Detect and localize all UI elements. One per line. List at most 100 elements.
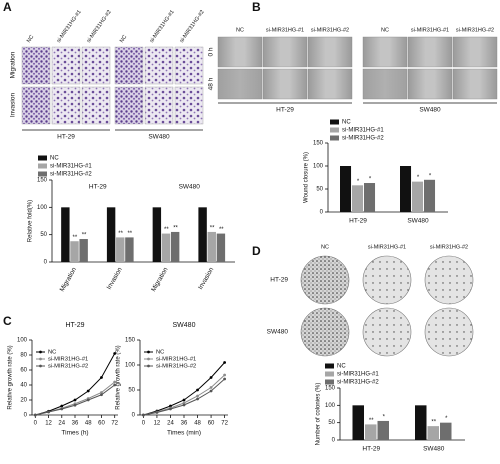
point bbox=[100, 376, 103, 379]
y-tick-label: 0 bbox=[44, 260, 48, 266]
chart-title: HT-29 bbox=[65, 322, 84, 329]
significance-label: * bbox=[445, 416, 448, 422]
y-tick-label: 150 bbox=[37, 178, 48, 184]
x-tick-label: 48 bbox=[85, 421, 92, 427]
y-tick-label: 50 bbox=[316, 187, 323, 193]
micrograph bbox=[362, 68, 408, 100]
panel-letter: D bbox=[252, 244, 261, 258]
point bbox=[196, 397, 199, 401]
legend-swatch bbox=[325, 379, 334, 385]
column-label: NC bbox=[26, 34, 35, 44]
bar bbox=[170, 231, 180, 262]
legend-swatch bbox=[325, 371, 334, 377]
panel-letter: A bbox=[3, 0, 12, 14]
x-tick-label: 60 bbox=[208, 421, 215, 427]
y-tick-label: 60 bbox=[20, 368, 27, 374]
micrograph bbox=[81, 46, 111, 85]
point bbox=[100, 391, 103, 394]
y-tick-label: 80 bbox=[20, 353, 27, 359]
legend-label: si-MIR31HG-#2 bbox=[48, 364, 88, 370]
legend-label: NC bbox=[48, 350, 56, 356]
column-label: NC bbox=[119, 34, 128, 44]
x-tick-label: 0 bbox=[142, 421, 146, 427]
series-line bbox=[35, 381, 116, 416]
group-label: HT-29 bbox=[89, 184, 107, 191]
series-line bbox=[143, 374, 225, 416]
bar bbox=[216, 233, 226, 262]
x-tick-label: 36 bbox=[181, 421, 188, 427]
bar bbox=[352, 185, 364, 212]
legend-label: si-MIR31HG-#1 bbox=[342, 128, 384, 134]
point bbox=[182, 398, 186, 402]
colony-plate bbox=[300, 255, 350, 305]
legend-swatch bbox=[38, 155, 47, 161]
row-label: SW480 bbox=[267, 329, 289, 336]
x-tick-label: 24 bbox=[58, 421, 65, 427]
micrograph bbox=[144, 46, 174, 85]
legend-label: NC bbox=[342, 120, 351, 126]
panel-letter: B bbox=[252, 0, 261, 14]
x-tick-label: 0 bbox=[34, 421, 38, 427]
legend-label: si-MIR31HG-#2 bbox=[156, 364, 196, 370]
y-tick-label: 100 bbox=[325, 403, 336, 409]
bar bbox=[70, 241, 79, 262]
legend-marker bbox=[147, 357, 150, 361]
legend-label: si-MIR31HG-#2 bbox=[337, 380, 379, 386]
point bbox=[209, 376, 213, 379]
row-label: Invasion bbox=[10, 93, 17, 118]
bar bbox=[352, 405, 364, 440]
legend-swatch bbox=[330, 119, 339, 125]
row-label: 48 h bbox=[208, 77, 215, 90]
legend-label: NC bbox=[156, 350, 164, 356]
group-label: SW480 bbox=[148, 134, 170, 141]
legend-label: si-MIR31HG-#1 bbox=[48, 357, 88, 363]
bar bbox=[364, 183, 376, 212]
column-label: NC bbox=[381, 27, 389, 33]
point bbox=[113, 352, 117, 355]
point bbox=[113, 383, 117, 387]
point bbox=[100, 393, 103, 397]
significance-label: * bbox=[383, 415, 386, 421]
micrograph bbox=[51, 46, 81, 85]
significance-label: ** bbox=[73, 235, 78, 241]
micrograph bbox=[21, 46, 51, 85]
micrograph bbox=[217, 68, 263, 100]
column-label: NC bbox=[236, 27, 244, 33]
micrograph bbox=[144, 86, 174, 125]
micrograph bbox=[174, 46, 204, 85]
bar bbox=[377, 420, 389, 440]
point bbox=[182, 401, 186, 405]
significance-label: ** bbox=[173, 226, 178, 232]
bar bbox=[424, 179, 436, 212]
micrograph bbox=[307, 68, 353, 100]
x-tick-label: Migration bbox=[59, 266, 79, 293]
micrograph bbox=[452, 36, 498, 68]
significance-label: ** bbox=[431, 420, 436, 426]
point bbox=[47, 410, 50, 414]
point bbox=[223, 361, 227, 364]
column-label: si-MIR31HG-#1 bbox=[149, 9, 176, 44]
micrograph bbox=[407, 36, 453, 68]
point bbox=[60, 404, 64, 408]
row-label: 0 h bbox=[208, 47, 215, 56]
significance-label: ** bbox=[369, 418, 374, 424]
y-tick-label: 50 bbox=[328, 420, 335, 426]
colony-plate bbox=[300, 307, 350, 357]
colony-plate bbox=[424, 255, 474, 305]
bar bbox=[415, 405, 427, 440]
legend-label: si-MIR31HG-#1 bbox=[337, 372, 379, 378]
legend-label: si-MIR31HG-#2 bbox=[50, 172, 92, 178]
y-tick-label: 150 bbox=[125, 338, 136, 344]
point bbox=[60, 407, 64, 411]
y-tick-label: 0 bbox=[132, 413, 136, 419]
column-label: si-MIR31HG-#2 bbox=[430, 244, 468, 250]
micrograph bbox=[262, 68, 308, 100]
legend-marker bbox=[147, 364, 150, 368]
x-tick-label: 48 bbox=[194, 421, 201, 427]
row-label: HT-29 bbox=[270, 277, 288, 284]
significance-label: ** bbox=[127, 231, 132, 237]
chart-title: SW480 bbox=[173, 322, 196, 329]
column-label: si-MIR31HG-#2 bbox=[311, 27, 349, 33]
group-label: SW480 bbox=[179, 184, 201, 191]
legend-label: NC bbox=[50, 156, 59, 162]
